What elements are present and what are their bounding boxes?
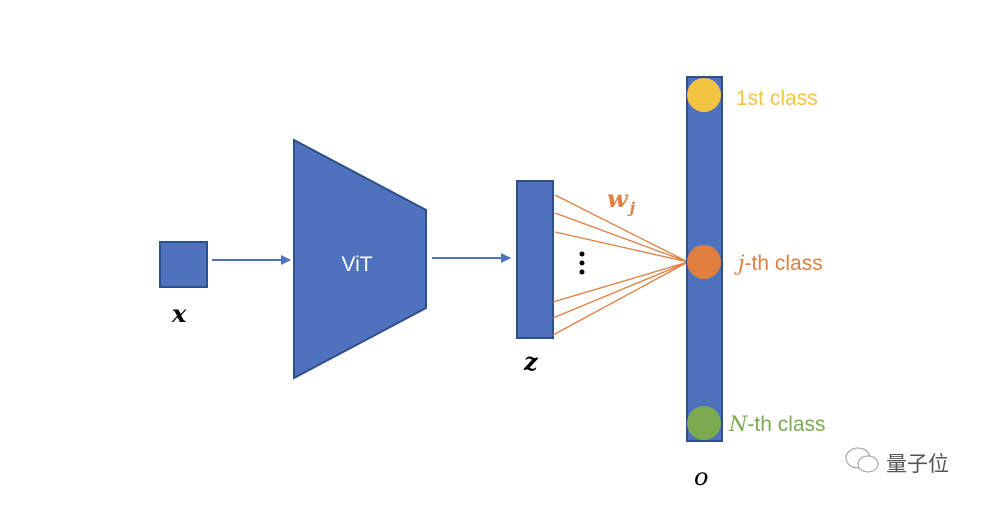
weight-line xyxy=(554,194,689,263)
class-1-label: 1st class xyxy=(736,87,818,110)
weight-lines xyxy=(552,194,689,336)
feature-vector xyxy=(516,180,554,339)
class-n-label: N-th class xyxy=(728,412,826,436)
class-j-label: j-th class xyxy=(734,251,823,275)
output-label: o xyxy=(694,463,708,491)
vit-label: ViT xyxy=(341,253,372,276)
weight-line xyxy=(552,261,689,336)
wechat-icon xyxy=(845,447,879,473)
weight-line xyxy=(552,261,689,319)
vit-block xyxy=(293,138,427,380)
watermark-text: 量子位 xyxy=(886,452,949,476)
weight-line xyxy=(554,231,689,263)
class-j-node xyxy=(687,245,721,279)
class-1-node xyxy=(687,78,721,112)
feature-label: z xyxy=(523,347,539,376)
weight-line xyxy=(554,212,689,263)
weight-line xyxy=(552,261,689,303)
class-n-node xyxy=(687,406,721,440)
input-label: x xyxy=(171,299,187,328)
ellipsis-dots xyxy=(579,251,585,275)
input-box xyxy=(159,241,208,288)
